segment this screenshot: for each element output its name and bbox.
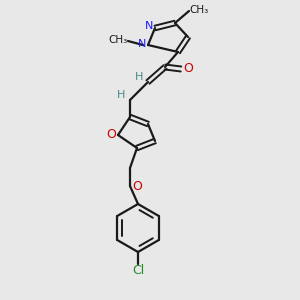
Text: N: N [138, 39, 146, 49]
Text: H: H [117, 90, 125, 100]
Text: O: O [183, 62, 193, 76]
Text: O: O [132, 179, 142, 193]
Text: CH₃: CH₃ [189, 5, 208, 15]
Text: CH₃: CH₃ [108, 35, 128, 45]
Text: N: N [145, 21, 153, 31]
Text: H: H [135, 72, 143, 82]
Text: Cl: Cl [132, 263, 144, 277]
Text: O: O [106, 128, 116, 142]
